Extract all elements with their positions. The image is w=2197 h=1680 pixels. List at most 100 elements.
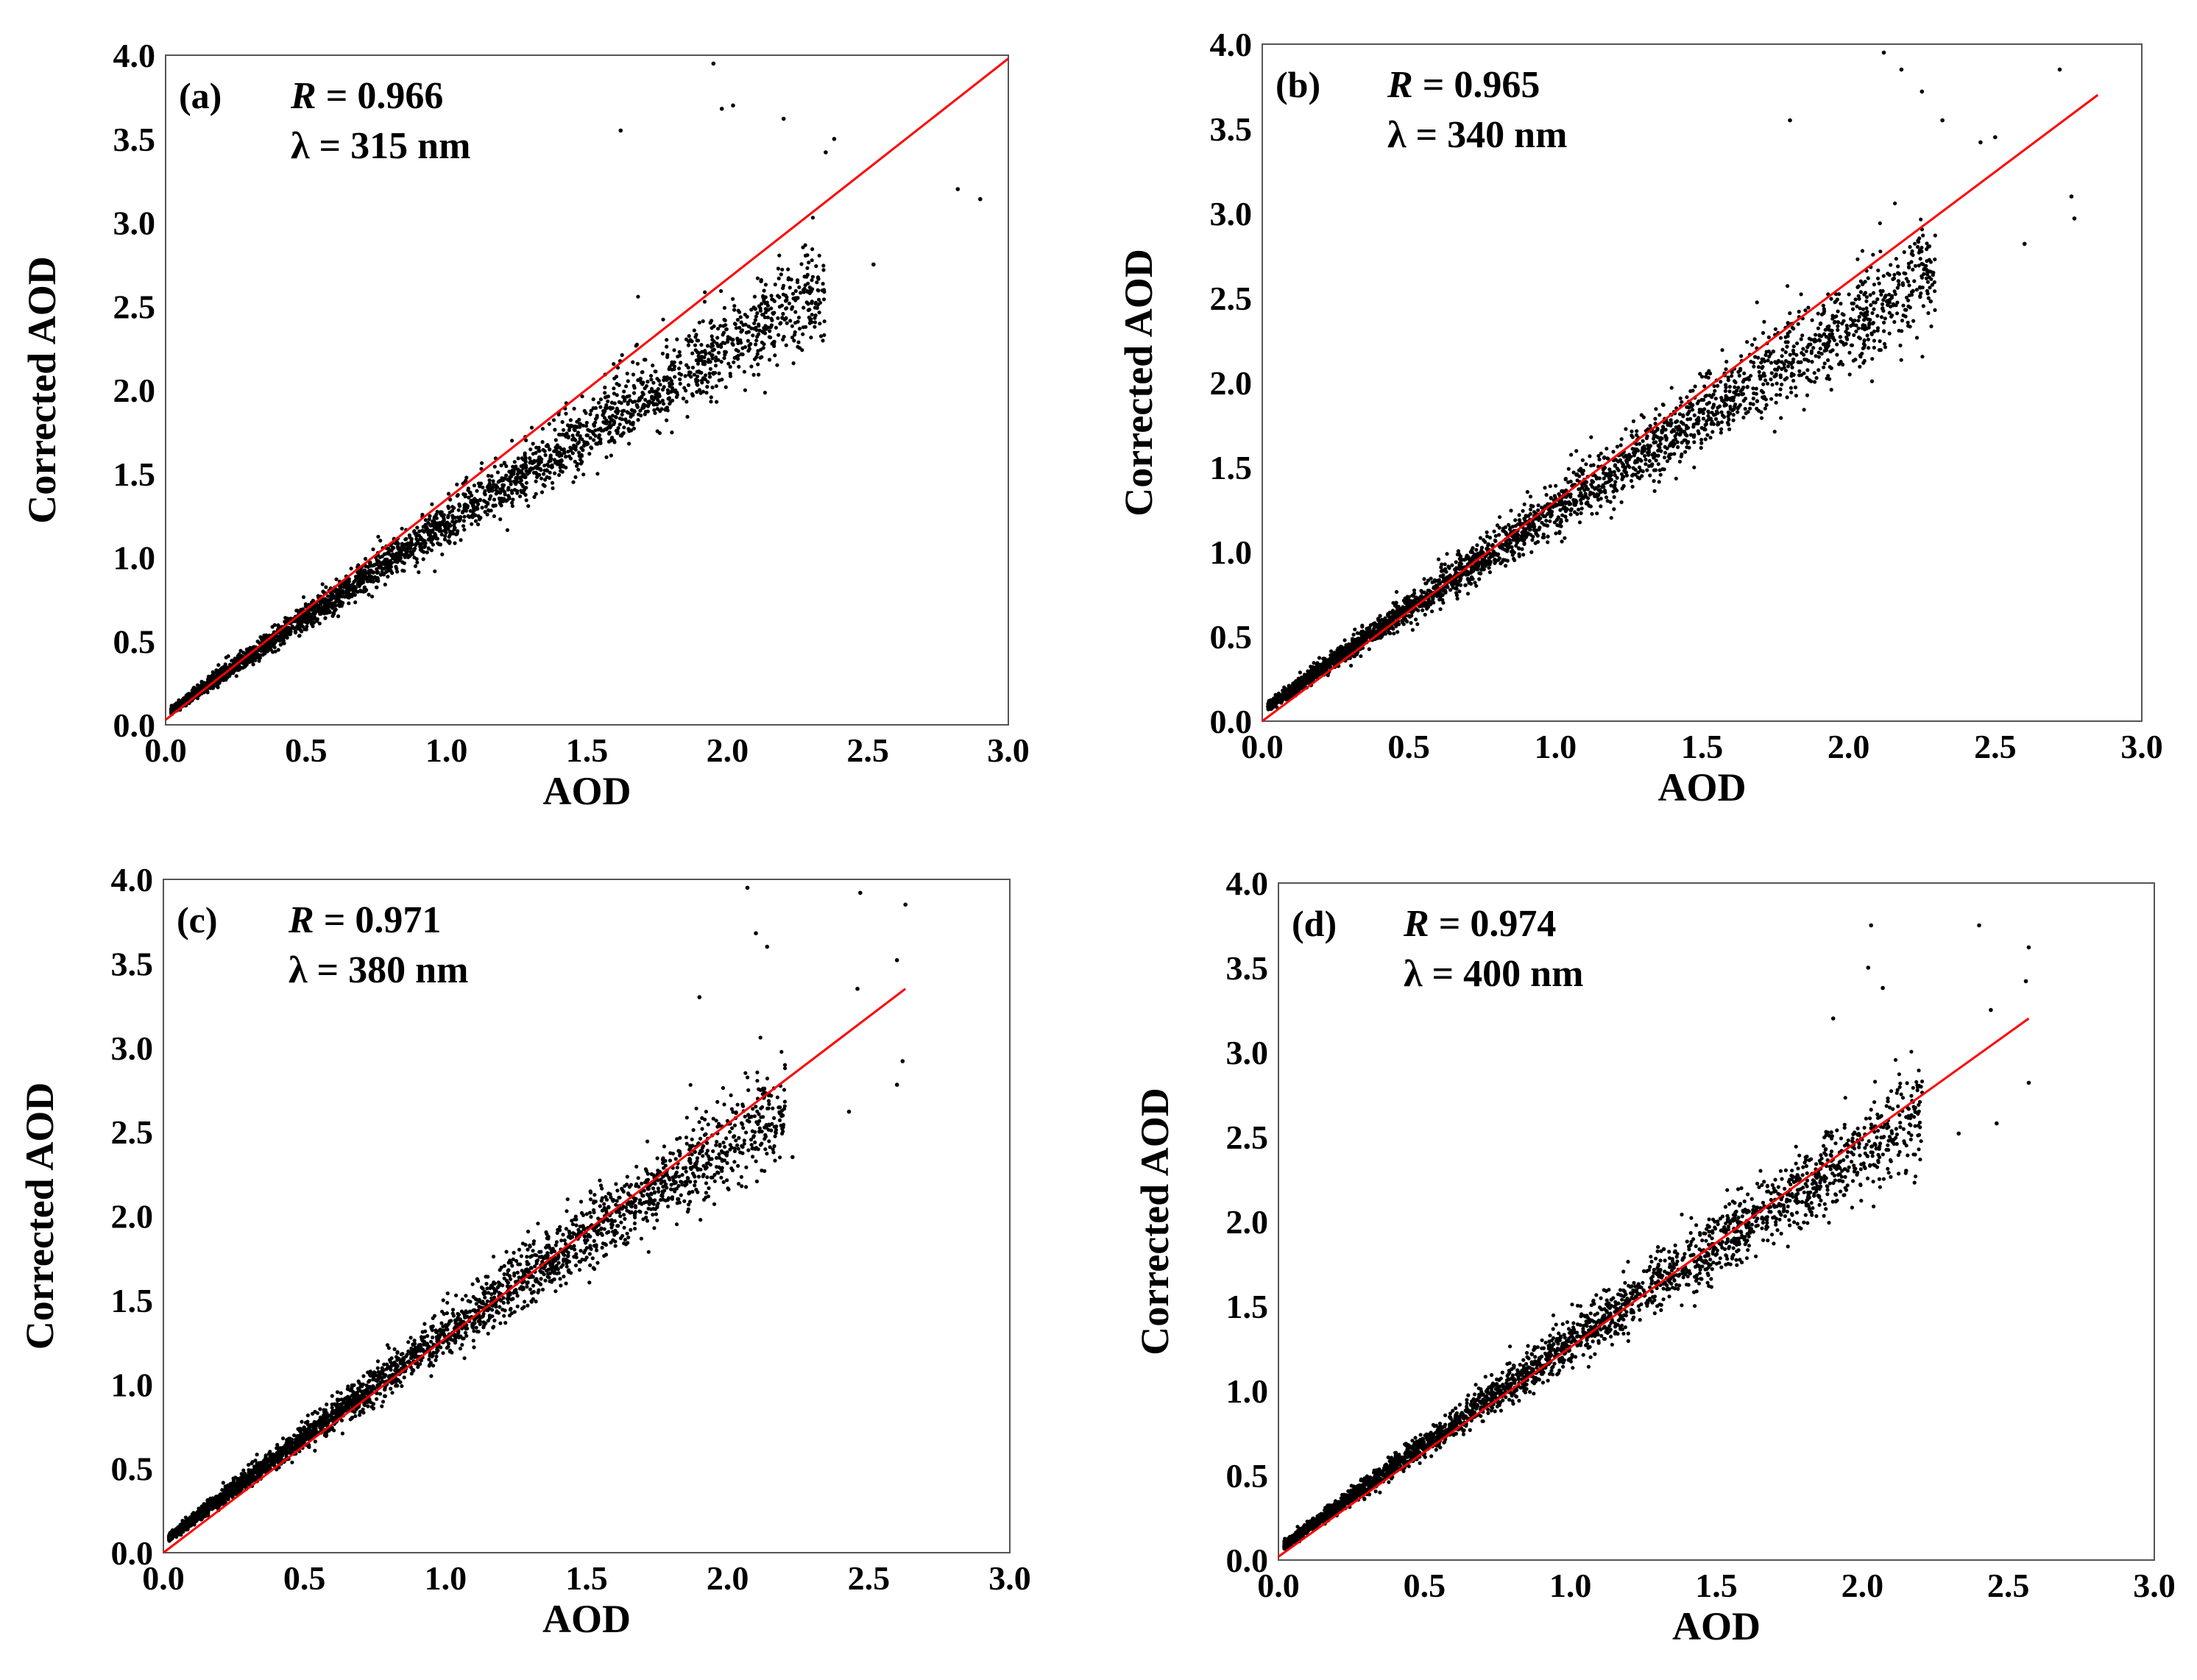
data-point (297, 621, 301, 626)
data-point (743, 388, 748, 392)
data-point (557, 445, 562, 450)
data-point (735, 357, 740, 361)
data-point (631, 372, 636, 377)
x-tick-label: 1.5 (566, 731, 609, 769)
data-point (1755, 300, 1759, 305)
data-point (690, 365, 696, 370)
data-point (306, 610, 311, 614)
data-point (491, 503, 495, 508)
data-point (1605, 447, 1609, 451)
data-point (532, 495, 537, 500)
data-point (1853, 297, 1858, 302)
data-point (1835, 352, 1839, 357)
data-point (1887, 331, 1892, 336)
data-point (655, 429, 659, 433)
data-point (476, 481, 481, 486)
data-point (1773, 327, 1777, 331)
data-point (813, 316, 817, 320)
data-point (442, 537, 447, 542)
data-point (505, 528, 510, 533)
data-point (473, 519, 478, 523)
data-point (763, 307, 768, 311)
data-point (806, 302, 810, 306)
data-point (506, 486, 511, 490)
data-point (1641, 439, 1645, 443)
data-point (396, 542, 400, 546)
data-point (1604, 495, 1609, 500)
data-point (324, 585, 328, 589)
data-point (1878, 221, 1882, 225)
data-point (668, 384, 672, 389)
data-point (782, 335, 786, 339)
data-point (369, 579, 373, 584)
data-point (1565, 518, 1569, 522)
data-point (822, 288, 827, 292)
data-point (802, 274, 807, 279)
data-point (560, 469, 565, 474)
data-point (1892, 276, 1896, 280)
data-point (624, 384, 629, 389)
data-point (480, 506, 484, 510)
data-point (1887, 311, 1892, 315)
data-point (674, 394, 679, 400)
data-point (807, 260, 811, 265)
data-point (1757, 369, 1761, 375)
data-point (690, 394, 696, 398)
data-point (711, 372, 716, 376)
data-point (1848, 316, 1853, 322)
data-point (1487, 566, 1491, 570)
data-point (1478, 536, 1482, 540)
data-point (352, 580, 356, 584)
data-point (739, 320, 743, 325)
data-point (1847, 350, 1852, 355)
data-point (1507, 538, 1512, 542)
data-point (1801, 347, 1805, 351)
data-point (604, 394, 609, 399)
data-point (462, 514, 467, 519)
data-point (507, 495, 512, 500)
data-point (613, 414, 618, 419)
data-point (1589, 435, 1593, 439)
data-point (604, 418, 609, 422)
data-point (550, 481, 555, 485)
data-point (1699, 437, 1704, 442)
data-point (1430, 609, 1434, 614)
data-point (1724, 367, 1728, 372)
data-point (216, 685, 220, 690)
data-point (584, 440, 590, 445)
data-point (1842, 319, 1846, 323)
data-point (467, 495, 471, 500)
data-point (300, 629, 304, 634)
data-point (593, 420, 598, 425)
data-point (1705, 372, 1709, 376)
data-point (542, 483, 547, 489)
data-point (588, 412, 592, 417)
data-point (759, 279, 763, 283)
data-point (1580, 458, 1585, 463)
data-point (713, 358, 718, 363)
data-point (739, 341, 743, 345)
data-point (499, 503, 503, 508)
data-point (1599, 504, 1603, 508)
data-point (241, 665, 245, 670)
data-point (1802, 357, 1807, 362)
data-point (1882, 329, 1886, 333)
data-point (1654, 407, 1658, 411)
data-point (398, 553, 403, 558)
data-point (1908, 245, 1912, 249)
data-point (250, 653, 255, 658)
data-point (1790, 325, 1794, 330)
data-point (660, 387, 665, 392)
data-point (244, 647, 249, 652)
data-point (785, 295, 789, 300)
data-point (640, 370, 644, 375)
data-point (1613, 480, 1618, 484)
data-point (1889, 314, 1894, 319)
data-point (1619, 500, 1624, 505)
data-point (631, 360, 635, 364)
data-point (578, 425, 582, 429)
data-point (675, 337, 679, 341)
data-point (584, 420, 589, 425)
data-point (712, 339, 716, 344)
data-point (821, 282, 825, 286)
